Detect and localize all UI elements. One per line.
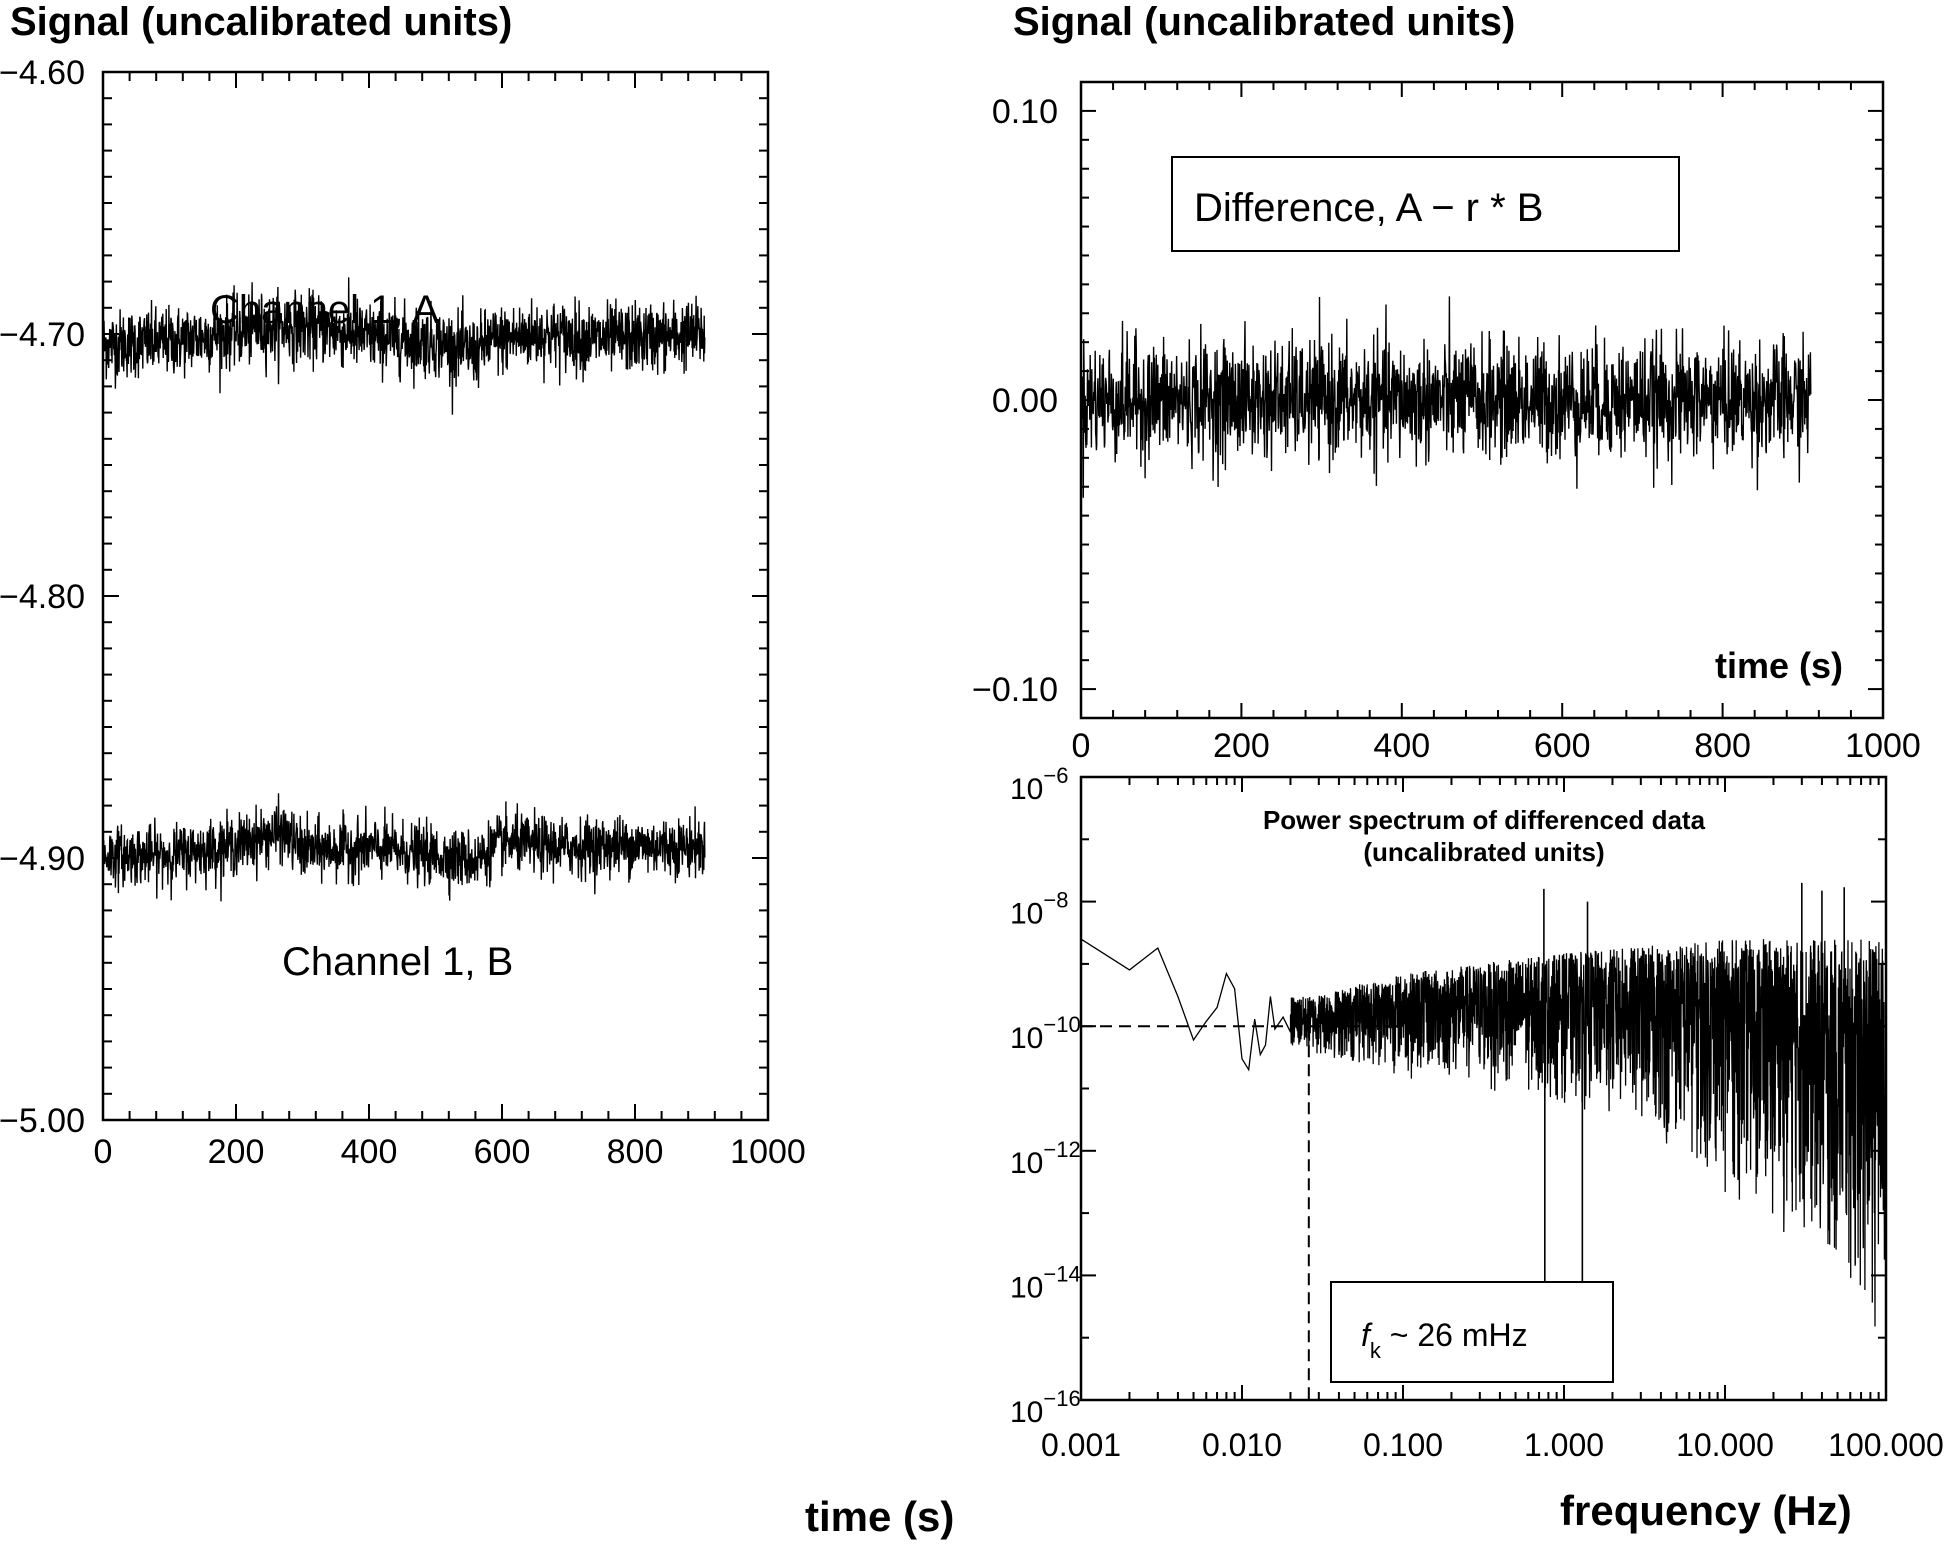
power-spectrum-line (1080, 938, 1887, 1327)
bottom-right-x-tick-label: 100.000 (1828, 1427, 1944, 1463)
bottom-right-y-tick-label: 10−14 (1010, 1261, 1081, 1304)
left-y-tick-label: −4.60 (0, 54, 85, 92)
bottom-right-y-tick-label: 10−6 (1010, 763, 1068, 806)
difference-annotation-box (1171, 156, 1680, 252)
power-spectrum-title: Power spectrum of differenced data (1263, 805, 1706, 835)
top-right-x-tick-label: 1000 (1845, 727, 1921, 765)
power-spectrum-subtitle: (uncalibrated units) (1363, 837, 1604, 867)
top-right-x-tick-label: 600 (1534, 727, 1591, 765)
left-y-axis-label: Signal (uncalibrated units) (10, 0, 513, 44)
bottom-right-x-tick-label: 1.000 (1524, 1427, 1604, 1463)
top-right-panel: 0 200 400 600 800 1000 0.10 0.00 −0.10 time (s) Di… (972, 80, 1921, 765)
bottom-right-x-tick-label: 0.010 (1202, 1427, 1282, 1463)
series-label-channel-a: Channel 1, A (210, 288, 439, 332)
bottom-right-panel: 0.001 0.010 0.100 1.000 10.000 100.000 10−6 10−… (1010, 763, 1944, 1463)
series-line-difference (1080, 296, 1812, 498)
bottom-right-x-tick-label: 0.001 (1041, 1427, 1121, 1463)
left-x-tick-label: 600 (474, 1133, 531, 1171)
bottom-right-y-tick-label: 10−12 (1010, 1137, 1081, 1180)
left-y-tick-label: −4.90 (0, 840, 85, 878)
left-x-tick-label: 200 (208, 1133, 265, 1171)
left-x-axis-label: time (s) (805, 1493, 955, 1540)
left-x-tick-label: 0 (94, 1133, 113, 1171)
difference-annotation-label: Difference, A − r * B (1194, 186, 1543, 230)
right-y-axis-label: Signal (uncalibrated units) (1013, 0, 1516, 44)
left-y-tick-label: −5.00 (0, 1102, 85, 1140)
top-right-y-tick-label: 0.10 (992, 93, 1058, 131)
left-y-tick-label: −4.80 (0, 578, 85, 616)
bottom-right-y-tick-label: 10−10 (1010, 1012, 1081, 1055)
top-right-y-tick-label: −0.10 (972, 671, 1058, 709)
bottom-right-x-tick-label: 10.000 (1676, 1427, 1774, 1463)
knee-annotation-box (1330, 1281, 1614, 1383)
left-y-tick-label: −4.70 (0, 316, 85, 354)
top-right-x-tick-label: 0 (1072, 727, 1091, 765)
top-right-x-tick-label: 800 (1694, 727, 1751, 765)
series-label-channel-b: Channel 1, B (282, 940, 513, 984)
bottom-right-y-tick-label: 10−16 (1010, 1386, 1081, 1429)
bottom-right-x-tick-label: 0.100 (1363, 1427, 1443, 1463)
left-x-tick-label: 1000 (730, 1133, 806, 1171)
series-line-channel-a (102, 277, 706, 415)
bottom-right-y-tick-label: 10−8 (1010, 888, 1068, 931)
series-line-channel-b (102, 793, 706, 902)
top-right-x-tick-label: 400 (1373, 727, 1430, 765)
top-right-y-tick-label: 0.00 (992, 382, 1058, 420)
left-panel: 0 200 400 600 800 1000 −4.60 −4.70 −4.80 −4.90 −5.… (0, 54, 806, 1171)
top-right-x-tick-label: 200 (1213, 727, 1270, 765)
top-right-x-axis-label: time (s) (1715, 645, 1843, 686)
left-x-tick-label: 400 (341, 1133, 398, 1171)
knee-annotation-label: fk ~ 26 mHz (1361, 1317, 1528, 1363)
left-x-tick-label: 800 (607, 1133, 664, 1171)
bottom-right-x-axis-label: frequency (Hz) (1560, 1487, 1852, 1534)
